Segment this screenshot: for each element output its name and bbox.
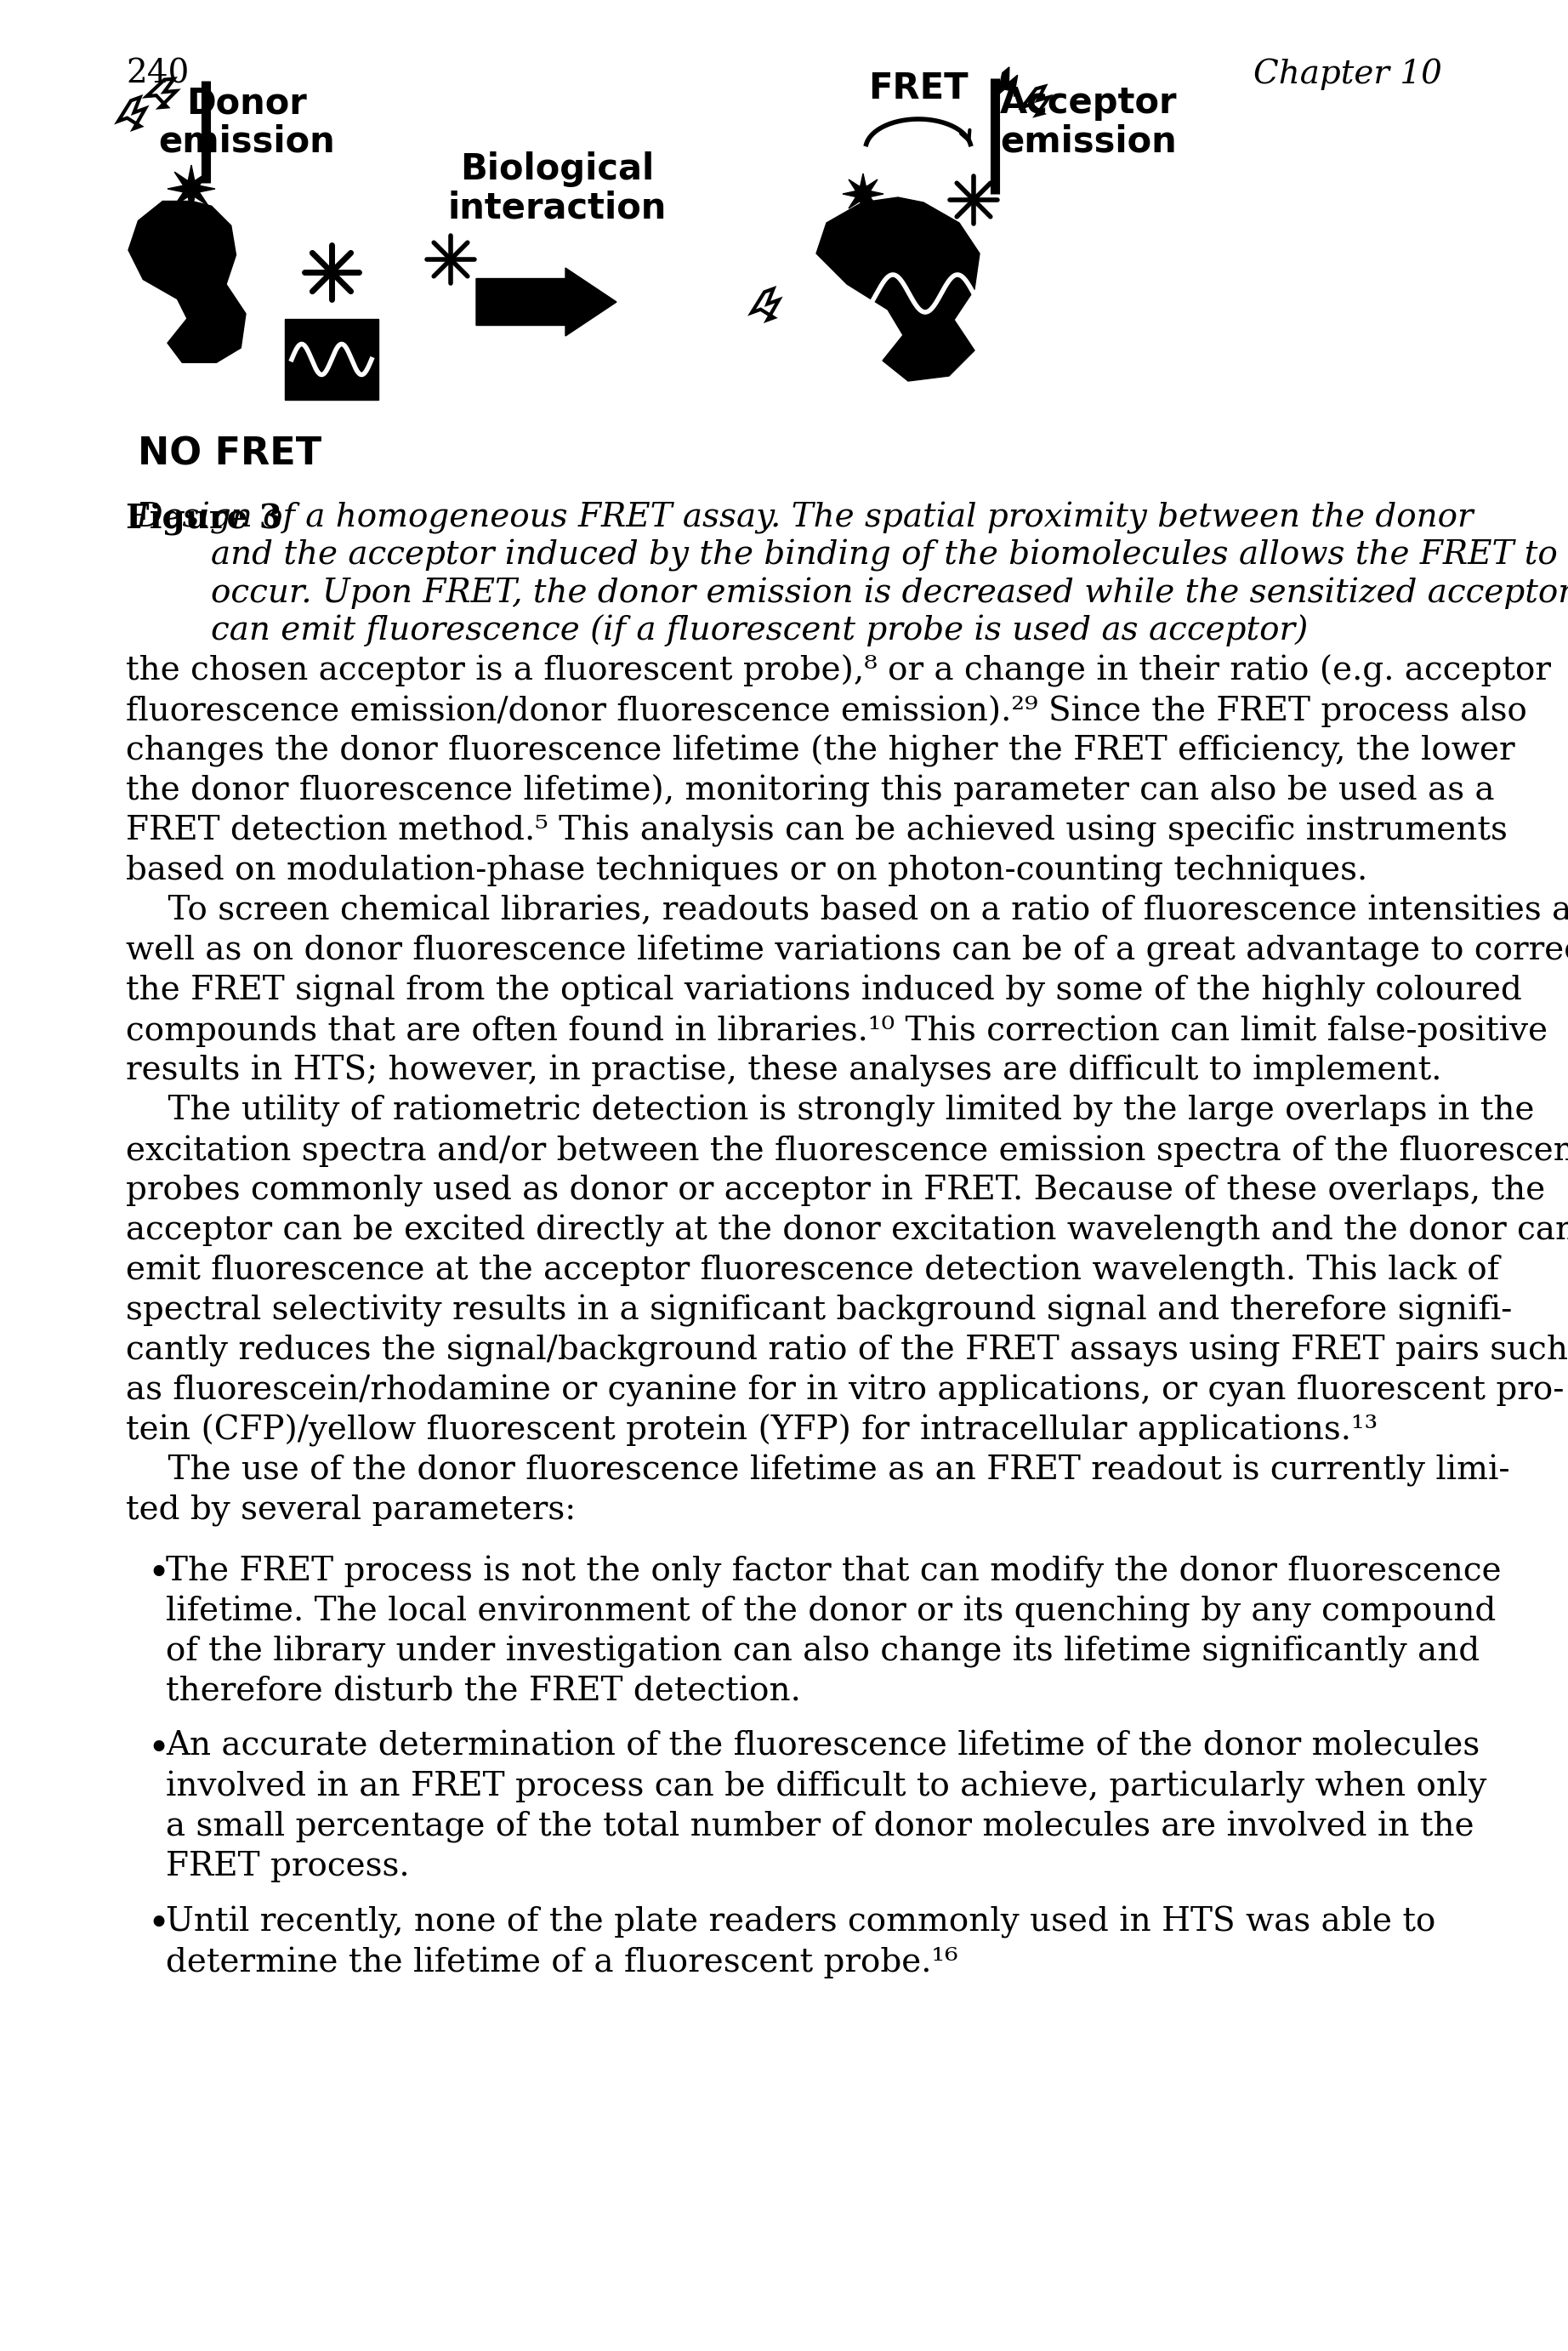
Text: as fluorescein/rhodamine or cyanine for in vitro applications, or cyan fluoresce: as fluorescein/rhodamine or cyanine for … (125, 1375, 1565, 1406)
Text: spectral selectivity results in a significant background signal and therefore si: spectral selectivity results in a signif… (125, 1295, 1512, 1326)
Text: •: • (147, 1730, 169, 1768)
Text: Donor
emission: Donor emission (158, 85, 336, 160)
FancyArrow shape (477, 268, 616, 336)
Text: well as on donor fluorescence lifetime variations can be of a great advantage to: well as on donor fluorescence lifetime v… (125, 936, 1568, 966)
Text: fluorescence emission/donor fluorescence emission).²⁹ Since the FRET process als: fluorescence emission/donor fluorescence… (125, 696, 1527, 726)
Text: To screen chemical libraries, readouts based on a ratio of fluorescence intensit: To screen chemical libraries, readouts b… (125, 896, 1568, 926)
Text: the donor fluorescence lifetime), monitoring this parameter can also be used as : the donor fluorescence lifetime), monito… (125, 776, 1494, 806)
Text: The use of the donor fluorescence lifetime as an FRET readout is currently limi-: The use of the donor fluorescence lifeti… (125, 1455, 1510, 1486)
Text: Design of a homogeneous FRET assay. The spatial proximity between the donor: Design of a homogeneous FRET assay. The … (125, 501, 1474, 534)
Text: 240: 240 (125, 59, 190, 89)
Text: The FRET process is not the only factor that can modify the donor fluorescence: The FRET process is not the only factor … (166, 1556, 1501, 1587)
Text: ted by several parameters:: ted by several parameters: (125, 1495, 575, 1526)
Text: can emit fluorescence (if a fluorescent probe is used as acceptor): can emit fluorescence (if a fluorescent … (210, 614, 1308, 647)
Text: excitation spectra and/or between the fluorescence emission spectra of the fluor: excitation spectra and/or between the fl… (125, 1136, 1568, 1166)
Text: •: • (147, 1907, 169, 1942)
Text: cantly reduces the signal/background ratio of the FRET assays using FRET pairs s: cantly reduces the signal/background rat… (125, 1335, 1568, 1366)
Polygon shape (997, 68, 1019, 96)
Text: and the acceptor induced by the binding of the biomolecules allows the FRET to: and the acceptor induced by the binding … (210, 538, 1557, 571)
Text: compounds that are often found in libraries.¹⁰ This correction can limit false-p: compounds that are often found in librar… (125, 1016, 1548, 1046)
Text: therefore disturb the FRET detection.: therefore disturb the FRET detection. (166, 1676, 801, 1707)
Text: based on modulation-phase techniques or on photon-counting techniques.: based on modulation-phase techniques or … (125, 856, 1367, 886)
Polygon shape (817, 197, 980, 381)
Text: the chosen acceptor is a fluorescent probe),⁸ or a change in their ratio (e.g. a: the chosen acceptor is a fluorescent pro… (125, 656, 1551, 686)
Text: FRET detection method.⁵ This analysis can be achieved using specific instruments: FRET detection method.⁵ This analysis ca… (125, 816, 1507, 846)
Text: Figure 3: Figure 3 (125, 501, 282, 534)
Text: the FRET signal from the optical variations induced by some of the highly colour: the FRET signal from the optical variati… (125, 976, 1523, 1006)
Text: involved in an FRET process can be difficult to achieve, particularly when only: involved in an FRET process can be diffi… (166, 1770, 1486, 1803)
Text: acceptor can be excited directly at the donor excitation wavelength and the dono: acceptor can be excited directly at the … (125, 1215, 1568, 1246)
Text: results in HTS; however, in practise, these analyses are difficult to implement.: results in HTS; however, in practise, th… (125, 1056, 1441, 1086)
Text: changes the donor fluorescence lifetime (the higher the FRET efficiency, the low: changes the donor fluorescence lifetime … (125, 736, 1515, 766)
Text: Chapter 10: Chapter 10 (1253, 59, 1443, 89)
Text: tein (CFP)/yellow fluorescent protein (YFP) for intracellular applications.¹³: tein (CFP)/yellow fluorescent protein (Y… (125, 1415, 1378, 1448)
Text: lifetime. The local environment of the donor or its quenching by any compound: lifetime. The local environment of the d… (166, 1596, 1496, 1627)
Polygon shape (842, 174, 883, 214)
Polygon shape (168, 165, 215, 212)
Text: The utility of ratiometric detection is strongly limited by the large overlaps i: The utility of ratiometric detection is … (125, 1096, 1535, 1126)
Text: FRET process.: FRET process. (166, 1850, 409, 1883)
Text: Acceptor
emission: Acceptor emission (1000, 85, 1178, 160)
Text: Until recently, none of the plate readers commonly used in HTS was able to: Until recently, none of the plate reader… (166, 1907, 1436, 1940)
Text: An accurate determination of the fluorescence lifetime of the donor molecules: An accurate determination of the fluores… (166, 1730, 1480, 1763)
Text: a small percentage of the total number of donor molecules are involved in the: a small percentage of the total number o… (166, 1810, 1474, 1843)
Text: FRET: FRET (869, 71, 969, 106)
Text: emit fluorescence at the acceptor fluorescence detection wavelength. This lack o: emit fluorescence at the acceptor fluore… (125, 1255, 1499, 1286)
Text: determine the lifetime of a fluorescent probe.¹⁶: determine the lifetime of a fluorescent … (166, 1947, 958, 1977)
Text: •: • (147, 1556, 169, 1592)
Polygon shape (129, 202, 246, 362)
Bar (285, 320, 378, 400)
Text: Biological
interaction: Biological interaction (447, 150, 666, 226)
Text: of the library under investigation can also change its lifetime significantly an: of the library under investigation can a… (166, 1636, 1480, 1667)
Text: probes commonly used as donor or acceptor in FRET. Because of these overlaps, th: probes commonly used as donor or accepto… (125, 1176, 1544, 1206)
Text: NO FRET: NO FRET (138, 435, 321, 473)
Text: occur. Upon FRET, the donor emission is decreased while the sensitized acceptor: occur. Upon FRET, the donor emission is … (210, 576, 1568, 609)
